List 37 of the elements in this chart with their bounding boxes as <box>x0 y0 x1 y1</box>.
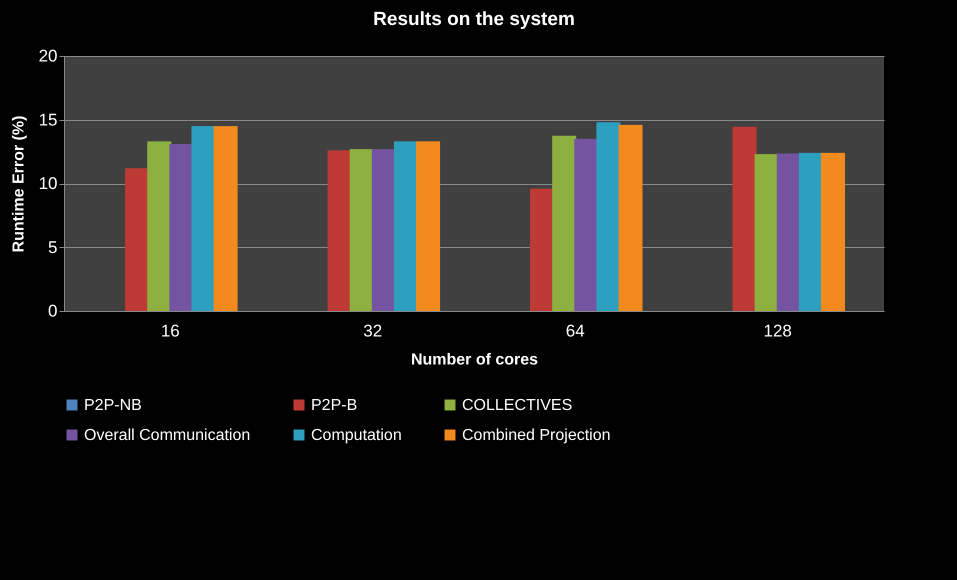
bar <box>328 150 352 311</box>
legend-label: Combined Projection <box>462 427 611 444</box>
bar <box>574 138 598 311</box>
y-axis-title: Runtime Error (%) <box>10 116 28 252</box>
y-tick-label: 20 <box>38 46 58 66</box>
bar <box>191 126 216 311</box>
bar <box>798 152 823 311</box>
bar <box>169 144 194 311</box>
y-tick-label: 15 <box>38 110 58 130</box>
x-tick-label: 64 <box>566 322 585 340</box>
y-tick-label: 5 <box>48 238 58 257</box>
bar <box>618 124 643 311</box>
bar <box>821 152 845 311</box>
bar <box>732 126 757 311</box>
x-axis-title: Number of cores <box>410 352 538 368</box>
x-tick-label: 16 <box>160 322 180 340</box>
bar <box>147 141 172 311</box>
legend-label: Overall Communication <box>84 427 250 444</box>
bar <box>776 154 801 311</box>
bar <box>596 122 620 311</box>
x-tick-label: 128 <box>764 322 792 340</box>
bar <box>394 141 418 311</box>
y-tick-label: 10 <box>38 174 58 193</box>
bar <box>214 126 238 311</box>
bar <box>350 149 374 311</box>
bar <box>552 136 576 311</box>
legend-label: COLLECTIVES <box>462 397 572 414</box>
legend-label: P2P-NB <box>84 397 142 414</box>
bar <box>372 149 396 311</box>
x-tick-label: 32 <box>363 322 382 340</box>
bar <box>754 154 779 311</box>
legend-label: P2P-B <box>311 397 358 414</box>
chart-title: Results on the system <box>373 9 575 30</box>
y-tick-label: 0 <box>48 302 58 320</box>
bar <box>416 141 440 311</box>
bar <box>530 188 554 311</box>
legend-label: Computation <box>311 427 402 444</box>
